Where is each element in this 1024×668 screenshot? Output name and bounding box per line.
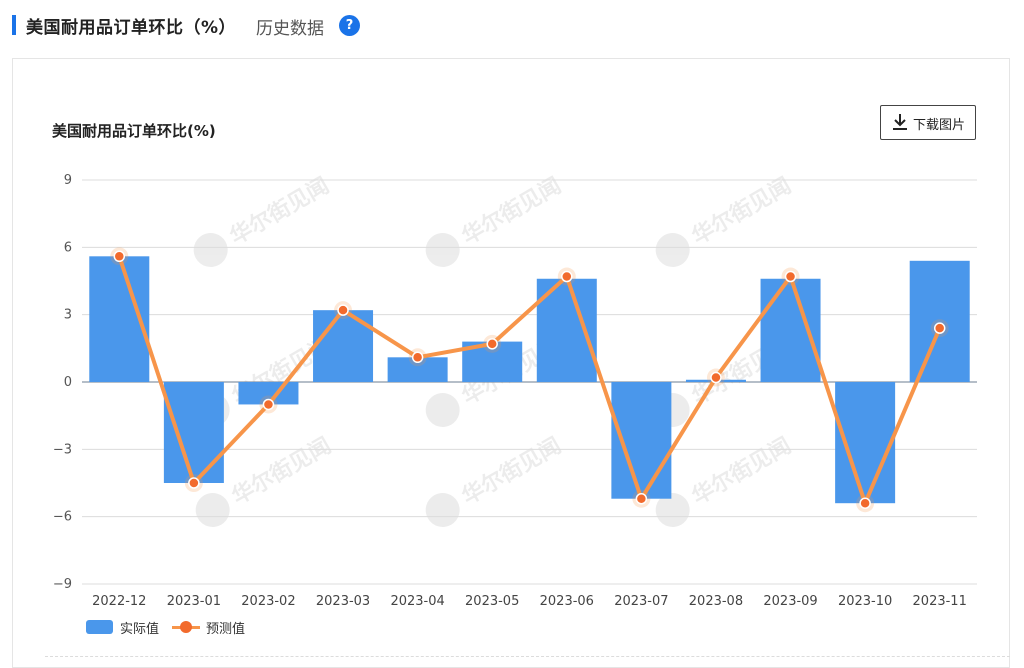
bar-2023-11: [909, 260, 970, 382]
download-icon: [891, 113, 909, 135]
y-tick-label: −6: [53, 510, 72, 525]
watermark: 华尔街见闻: [655, 433, 796, 527]
chart-title: 美国耐用品订单环比(%): [52, 122, 216, 140]
x-axis-labels: 2022-12 2023-01 2023-02 2023-03 2023-04 2023-…: [92, 594, 967, 609]
watermark-logo: [425, 493, 460, 527]
x-tick-label: 2023-01: [167, 594, 221, 609]
watermark-text: 华尔街见闻: [227, 433, 335, 511]
x-tick-label: 2023-06: [540, 594, 594, 609]
watermark-text: 华尔街见闻: [225, 173, 333, 251]
forecast-line: [117, 255, 942, 506]
legend-label-forecast: 预测值: [206, 622, 246, 637]
history-data-link[interactable]: 历史数据: [256, 19, 324, 39]
title-accent-bar: [12, 15, 16, 35]
point-2023-01: [188, 477, 200, 489]
point-2023-09: [784, 270, 797, 283]
y-tick-label: −9: [53, 577, 72, 592]
help-icon[interactable]: ?: [339, 15, 360, 36]
point-2023-04: [411, 351, 424, 364]
x-tick-label: 2023-04: [390, 594, 444, 609]
bar-2023-03: [313, 310, 374, 382]
x-tick-label: 2023-07: [614, 594, 668, 609]
y-tick-label: 0: [64, 375, 72, 390]
point-2022-12: [113, 250, 126, 263]
line-series: [110, 247, 949, 513]
watermark-text: 华尔街见闻: [687, 173, 795, 251]
point-2023-10: [859, 497, 871, 509]
legend-label-actual: 实际值: [120, 622, 160, 637]
watermark: 华尔街见闻: [425, 433, 566, 527]
watermark-text: 华尔街见闻: [457, 433, 565, 511]
point-2023-05: [486, 338, 498, 350]
y-tick-label: −3: [53, 442, 72, 457]
point-2023-03: [337, 304, 349, 316]
chart-grid: [82, 179, 977, 585]
watermark: 华尔街见闻: [655, 173, 796, 267]
bar-2023-09: [760, 278, 821, 382]
watermark-text: 华尔街见闻: [687, 433, 795, 511]
watermark-logo: [193, 233, 228, 267]
download-image-button[interactable]: 下载图片: [880, 105, 976, 140]
watermark-logo: [425, 233, 460, 267]
y-tick-label: 9: [64, 173, 72, 188]
x-tick-label: 2023-09: [763, 594, 817, 609]
download-button-label: 下载图片: [913, 118, 966, 133]
x-tick-label: 2023-03: [316, 594, 370, 609]
y-tick-label: 6: [64, 240, 72, 255]
x-tick-label: 2022-12: [92, 594, 146, 609]
x-tick-label: 2023-02: [241, 594, 295, 609]
bar-2023-01: [163, 382, 224, 483]
point-2023-08: [710, 371, 722, 384]
watermark-logo: [655, 233, 690, 267]
point-2023-11: [933, 322, 946, 334]
x-tick-label: 2023-10: [838, 594, 892, 609]
point-2023-02: [262, 398, 275, 411]
x-tick-label: 2023-11: [913, 594, 967, 609]
page-title: 美国耐用品订单环比（%）: [26, 18, 237, 38]
x-tick-label: 2023-08: [689, 594, 743, 609]
watermark-text: 华尔街见闻: [457, 173, 565, 251]
y-axis-labels: 9 6 3 0 −3 −6 −9: [53, 173, 72, 592]
point-2023-06: [561, 270, 573, 283]
y-tick-label: 3: [64, 308, 72, 323]
legend-swatch-bar: [86, 620, 113, 634]
page-header: 美国耐用品订单环比（%） 历史数据 ?: [0, 0, 1024, 52]
watermark: 华尔街见闻: [193, 173, 334, 267]
card-bottom-divider: [45, 656, 1010, 657]
point-2023-07: [635, 492, 648, 505]
legend-swatch-dot: [180, 621, 192, 633]
watermark-logo: [655, 493, 690, 527]
watermark-logo: [425, 393, 460, 427]
watermark-logo: [195, 493, 230, 527]
x-tick-label: 2023-05: [465, 594, 519, 609]
watermark: 华尔街见闻: [425, 173, 566, 267]
